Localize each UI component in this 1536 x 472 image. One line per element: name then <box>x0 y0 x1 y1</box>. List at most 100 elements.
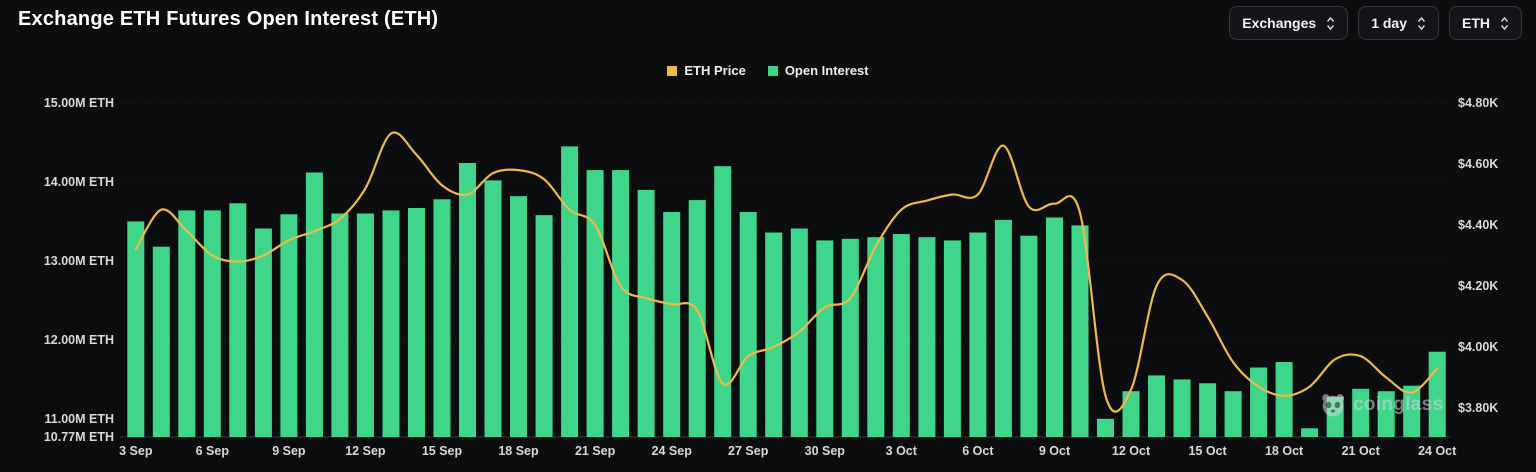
open-interest-bar <box>1173 379 1191 437</box>
control-label: 1 day <box>1371 15 1407 31</box>
unit-select[interactable]: ETH <box>1449 6 1522 40</box>
chart-legend: ETH Price Open Interest <box>0 63 1536 78</box>
open-interest-bar <box>1020 235 1038 437</box>
open-interest-bar <box>331 213 349 437</box>
open-interest-bar <box>433 199 451 437</box>
open-interest-bar <box>1352 388 1370 437</box>
open-interest-bar <box>892 234 910 437</box>
legend-item-open-interest[interactable]: Open Interest <box>767 63 869 78</box>
open-interest-bar <box>382 210 400 437</box>
open-interest-bar <box>816 240 834 437</box>
open-interest-bar <box>1301 428 1319 437</box>
y-axis-label-right: $4.60K <box>1458 157 1499 171</box>
chart-controls: Exchanges 1 day ETH <box>1229 6 1522 40</box>
x-axis-label: 3 Sep <box>119 444 153 458</box>
y-axis-label-right: $3.80K <box>1458 401 1499 415</box>
x-axis-label: 9 Sep <box>272 444 306 458</box>
open-interest-bar <box>305 172 323 437</box>
open-interest-bar <box>1046 217 1063 437</box>
x-axis-label: 6 Oct <box>962 444 994 458</box>
x-axis-label: 24 Oct <box>1418 444 1457 458</box>
control-label: ETH <box>1462 15 1490 31</box>
legend-swatch <box>667 65 678 76</box>
open-interest-bar <box>510 196 527 437</box>
open-interest-bar <box>152 246 170 437</box>
open-interest-bar <box>356 213 374 437</box>
open-interest-bar <box>841 238 859 437</box>
open-interest-bar <box>561 146 579 437</box>
y-axis-label-left: 12.00M ETH <box>43 332 114 347</box>
legend-label: Open Interest <box>784 63 869 78</box>
open-interest-bar <box>765 232 783 437</box>
x-axis-label: 9 Oct <box>1038 444 1071 458</box>
y-axis-label-left: 11.00M ETH <box>44 411 114 426</box>
open-interest-bar <box>586 170 604 437</box>
open-interest-bar <box>1224 391 1242 437</box>
open-interest-bar <box>1428 351 1446 437</box>
legend-item-eth-price[interactable]: ETH Price <box>667 63 746 78</box>
open-interest-bar <box>1326 396 1344 437</box>
open-interest-bar <box>918 237 936 437</box>
y-axis-label-left: 14.00M ETH <box>43 174 114 189</box>
legend-label: ETH Price <box>684 63 746 78</box>
open-interest-bar <box>739 212 757 437</box>
x-axis-label: 15 Sep <box>421 444 463 458</box>
x-axis-label: 15 Oct <box>1188 444 1227 458</box>
y-axis-label-left: 15.00M ETH <box>43 96 114 110</box>
page-title: Exchange ETH Futures Open Interest (ETH) <box>18 8 439 30</box>
open-interest-bar <box>969 232 987 437</box>
open-interest-bar <box>1097 418 1114 437</box>
x-axis-label: 24 Sep <box>651 444 692 458</box>
x-axis-label: 3 Oct <box>885 444 917 458</box>
x-axis-label: 21 Sep <box>574 444 616 458</box>
open-interest-bar <box>663 212 681 437</box>
y-axis-label-left: 13.00M ETH <box>43 253 114 268</box>
open-interest-bar <box>612 170 630 437</box>
x-axis-label: 18 Oct <box>1264 444 1304 458</box>
open-interest-bar <box>1122 391 1140 437</box>
open-interest-bar <box>943 240 961 437</box>
open-interest-bar <box>1071 225 1089 437</box>
x-axis-label: 27 Sep <box>728 444 769 458</box>
legend-swatch <box>767 65 778 76</box>
x-axis-label: 12 Oct <box>1111 444 1151 458</box>
updown-chevron-icon <box>1327 16 1335 30</box>
x-axis-label: 21 Oct <box>1341 444 1380 458</box>
updown-chevron-icon <box>1500 16 1509 30</box>
open-interest-bar <box>1250 367 1268 437</box>
open-interest-bar <box>867 237 885 437</box>
y-axis-label-right: $4.00K <box>1458 340 1499 354</box>
updown-chevron-icon <box>1417 16 1426 30</box>
exchanges-select[interactable]: Exchanges <box>1229 6 1349 40</box>
x-axis-label: 30 Sep <box>804 444 845 458</box>
open-interest-bar <box>484 180 502 437</box>
eth-price-line <box>134 131 1439 413</box>
open-interest-bar <box>688 200 706 437</box>
y-axis-label-left: 10.77M ETH <box>43 430 114 444</box>
open-interest-bar <box>1403 385 1421 437</box>
open-interest-bar <box>254 228 272 437</box>
open-interest-bar <box>1148 375 1165 437</box>
open-interest-bar <box>535 215 553 437</box>
x-axis-label: 6 Sep <box>195 444 229 458</box>
open-interest-bar <box>229 203 247 437</box>
open-interest-bar <box>637 189 655 437</box>
open-interest-bar <box>459 163 476 437</box>
open-interest-bar <box>1377 391 1395 437</box>
y-axis-label-right: $4.40K <box>1458 218 1499 232</box>
control-label: Exchanges <box>1242 15 1317 31</box>
interval-select[interactable]: 1 day <box>1358 6 1439 40</box>
x-axis-label: 12 Sep <box>345 444 386 458</box>
open-interest-bar <box>408 208 425 437</box>
x-axis-label: 18 Sep <box>498 444 539 458</box>
open-interest-bar <box>994 219 1012 437</box>
open-interest-bar <box>280 214 298 437</box>
open-interest-bar <box>178 210 196 437</box>
open-interest-bar <box>1275 362 1293 437</box>
y-axis-label-right: $4.20K <box>1458 279 1499 293</box>
open-interest-bar <box>714 166 732 437</box>
open-interest-bar <box>127 221 145 437</box>
y-axis-label-right: $4.80K <box>1458 96 1499 110</box>
